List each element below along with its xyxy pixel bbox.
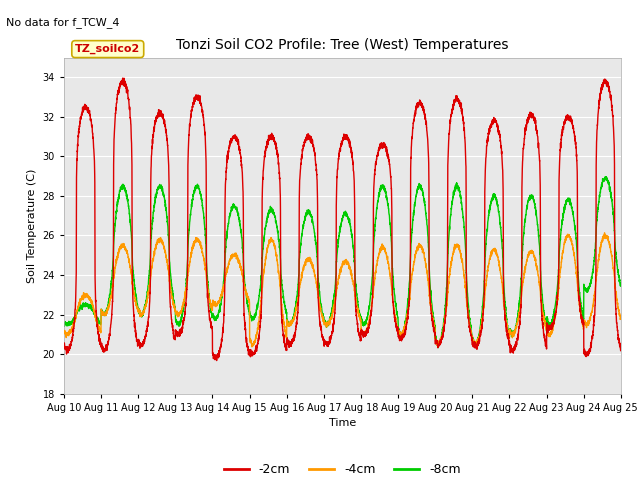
Legend: -2cm, -4cm, -8cm: -2cm, -4cm, -8cm: [219, 458, 466, 480]
Text: TZ_soilco2: TZ_soilco2: [75, 44, 140, 54]
Y-axis label: Soil Temperature (C): Soil Temperature (C): [27, 168, 37, 283]
Text: No data for f_TCW_4: No data for f_TCW_4: [6, 17, 120, 28]
Title: Tonzi Soil CO2 Profile: Tree (West) Temperatures: Tonzi Soil CO2 Profile: Tree (West) Temp…: [176, 38, 509, 52]
X-axis label: Time: Time: [329, 418, 356, 428]
